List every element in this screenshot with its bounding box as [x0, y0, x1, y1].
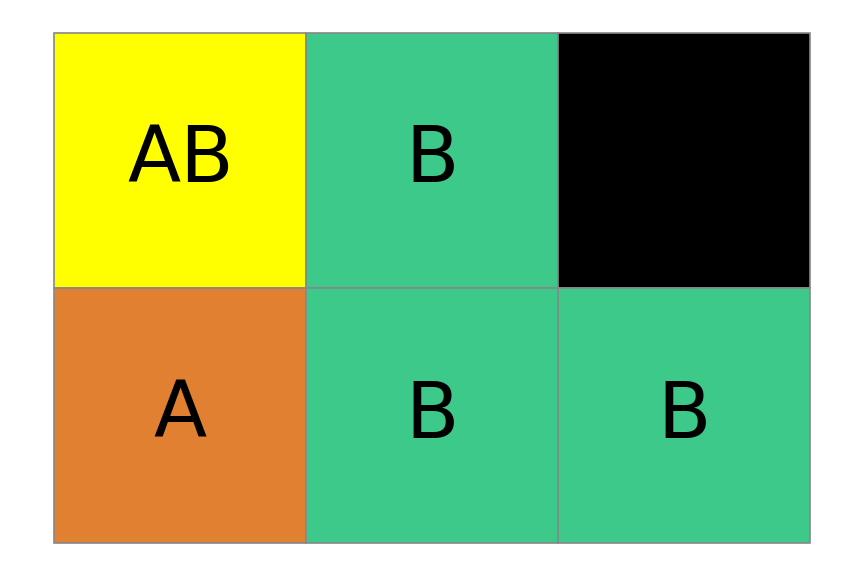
Text: A: A	[154, 378, 206, 453]
Bar	[54, 288, 306, 543]
Bar	[306, 33, 558, 288]
Bar	[54, 33, 306, 288]
Text: B: B	[405, 378, 459, 453]
Text: AB: AB	[127, 123, 233, 198]
Text: B: B	[405, 123, 459, 198]
Bar	[558, 288, 810, 543]
Bar	[306, 288, 558, 543]
Text: B: B	[657, 378, 710, 453]
Bar	[558, 33, 810, 288]
